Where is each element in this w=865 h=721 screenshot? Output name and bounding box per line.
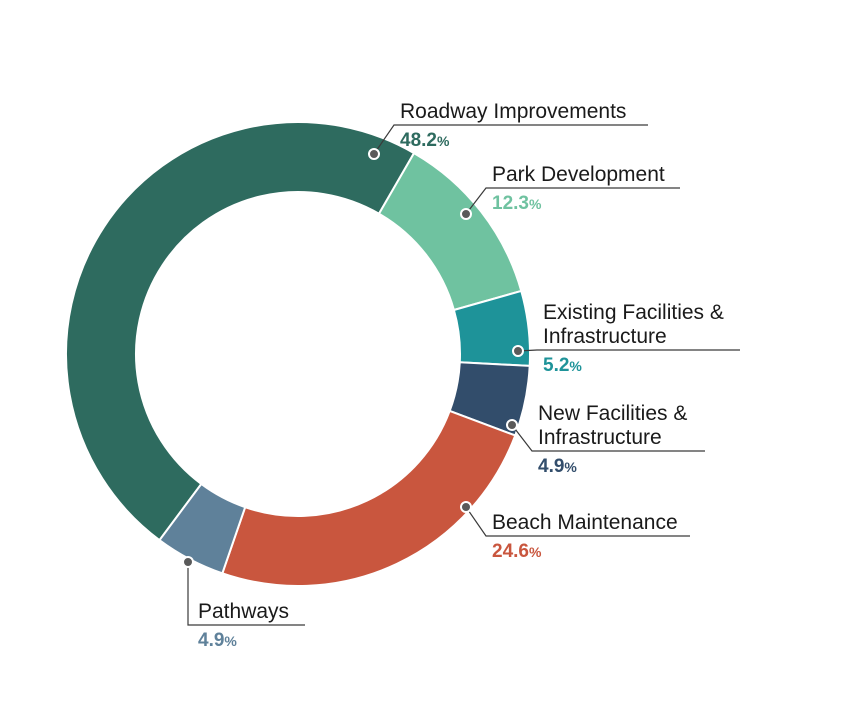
percent-label: 48.2% xyxy=(400,130,450,151)
label-group-beach-maintenance: Beach Maintenance 24.6% xyxy=(460,501,690,562)
leader-dot xyxy=(512,345,524,357)
leader-line xyxy=(373,124,648,155)
percent-label: 12.3% xyxy=(492,193,542,214)
leader-line xyxy=(511,424,705,452)
category-label: Pathways xyxy=(198,600,289,623)
leader-dot xyxy=(460,208,472,220)
leader-line xyxy=(517,349,740,352)
category-label: Infrastructure xyxy=(538,426,662,449)
slice-pathways xyxy=(158,482,247,575)
category-label: Roadway Improvements xyxy=(400,100,626,123)
slice-beach-maintenance xyxy=(221,409,517,587)
donut-slices xyxy=(65,121,531,587)
leader-dot xyxy=(506,419,518,431)
slice-roadway-improvements xyxy=(65,121,416,542)
leader-line xyxy=(465,187,680,215)
percent-label: 24.6% xyxy=(492,541,542,562)
leader-dot xyxy=(460,501,472,513)
leader-line xyxy=(465,506,690,537)
category-label: Infrastructure xyxy=(543,325,667,348)
label-group-roadway-improvements: Roadway Improvements 48.2% xyxy=(368,100,648,160)
leader-dot xyxy=(368,148,380,160)
category-label: Beach Maintenance xyxy=(492,511,678,534)
leader-line xyxy=(187,562,305,626)
leader-dot xyxy=(182,556,194,568)
label-group-park-development: Park Development 12.3% xyxy=(460,163,680,220)
percent-label: 4.9% xyxy=(538,456,577,477)
category-label: New Facilities & xyxy=(538,402,687,425)
percent-label: 5.2% xyxy=(543,355,582,376)
slice-labels: Roadway Improvements 48.2% Park Developmen… xyxy=(182,100,740,651)
category-label: Park Development xyxy=(492,163,665,186)
percent-label: 4.9% xyxy=(198,630,237,651)
label-group-pathways: Pathways 4.9% xyxy=(182,556,305,651)
label-group-new-facilities-infrastructure: New Facilities &Infrastructure 4.9% xyxy=(506,402,705,477)
category-label: Existing Facilities & xyxy=(543,301,724,324)
label-group-existing-facilities-infrastructure: Existing Facilities &Infrastructure 5.2% xyxy=(512,301,740,376)
